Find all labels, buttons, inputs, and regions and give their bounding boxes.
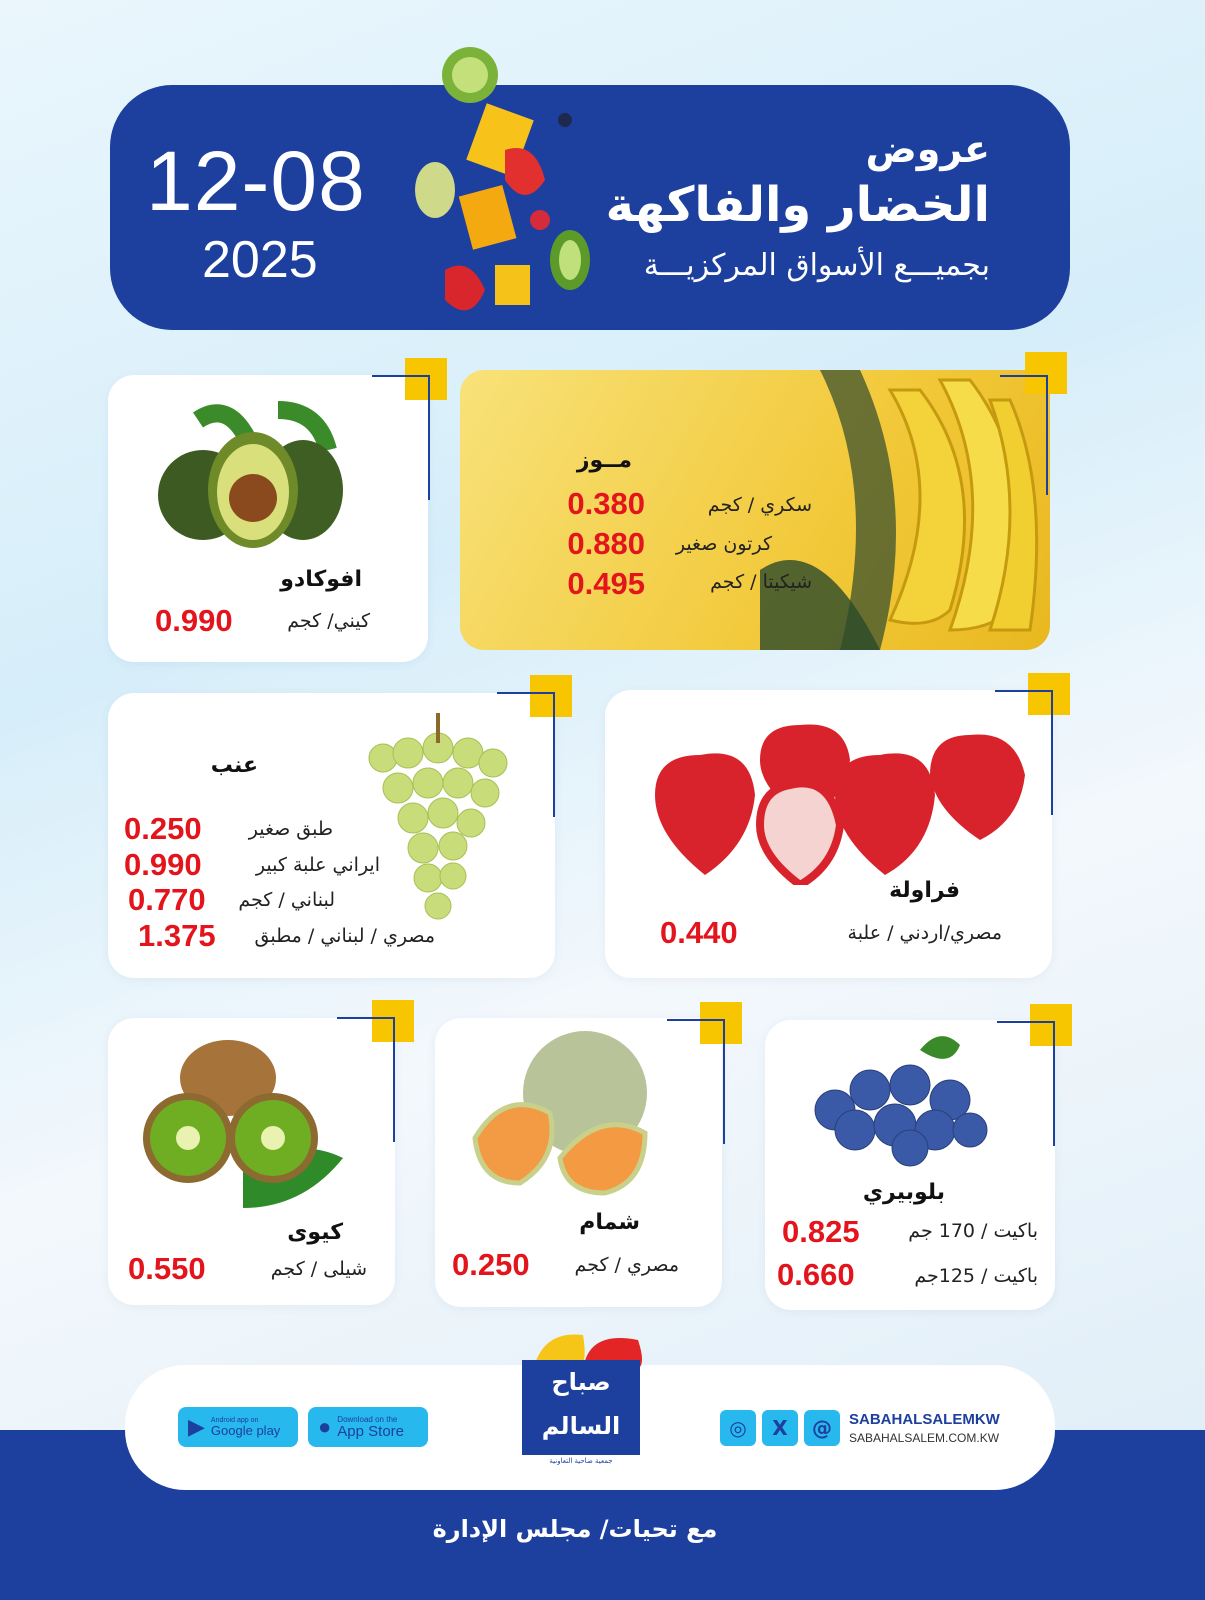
footer-greeting: مع تحيات/ مجلس الإدارة xyxy=(432,1515,718,1543)
header-date: 12-08 xyxy=(146,134,366,228)
fruit-splash-image xyxy=(415,47,590,311)
product-card-blueberry: بلوبيري باكيت / 170 جم 0.825 باكيت / 125… xyxy=(765,1020,1055,1310)
header-title-line2: الخضار والفاكهة xyxy=(605,177,990,233)
product-variant-label: مصري / لبناني / مطبق xyxy=(254,925,435,947)
corner-accent xyxy=(530,675,572,717)
threads-icon[interactable]: @ xyxy=(804,1410,840,1446)
corner-line xyxy=(997,1021,1055,1146)
avocado-image xyxy=(158,401,343,548)
product-name: افوكادو xyxy=(280,567,362,592)
banana-image xyxy=(760,370,1039,650)
website-link[interactable]: SABAHALSALEM.COM.KW xyxy=(849,1431,1000,1445)
product-variant-label: طبق صغير xyxy=(248,818,333,840)
header-banner: عروض الخضار والفاكهة بجميـــع الأسواق ال… xyxy=(110,85,1070,330)
product-name: كيوى xyxy=(287,1220,343,1245)
product-variant-label: باكيت / 125جم xyxy=(914,1265,1038,1287)
product-variant-label: شيكيتا / كجم xyxy=(710,571,812,593)
product-price: 1.375 xyxy=(138,918,216,953)
product-price: 0.660 xyxy=(777,1257,855,1292)
play-icon: ▶ xyxy=(188,1414,205,1439)
corner-accent xyxy=(405,358,447,400)
sabah-al-salem-logo: صباح السالم جمعية ضاحية التعاونية xyxy=(518,1325,658,1475)
product-card-avocado: افوكادو كيني/ كجم 0.990 xyxy=(108,375,428,662)
header-title-line1: عروض xyxy=(865,127,990,171)
corner-line xyxy=(497,692,555,817)
product-price: 0.250 xyxy=(452,1247,530,1282)
google-play-small-text: Android app on xyxy=(210,1417,259,1424)
corner-line xyxy=(1000,375,1048,495)
header-year: 2025 xyxy=(202,231,318,289)
product-price: 0.550 xyxy=(128,1251,206,1286)
product-variant-label: كيني/ كجم xyxy=(287,610,370,632)
kiwi-image xyxy=(143,1040,343,1208)
melon-image xyxy=(472,1031,648,1196)
header-subtitle: بجميـــع الأسواق المركزيـــة xyxy=(643,248,990,283)
google-play-label: Google play xyxy=(210,1423,281,1438)
social-handle[interactable]: SABAHALSALEMKW xyxy=(849,1411,1000,1428)
product-name: فراولة xyxy=(889,878,960,903)
product-variant-label: كرتون صغير xyxy=(675,533,772,555)
product-card-strawberry: فراولة مصري/اردني / علبة 0.440 xyxy=(605,690,1052,978)
product-price: 0.380 xyxy=(567,486,645,521)
corner-line xyxy=(372,375,430,500)
x-icon[interactable]: X xyxy=(762,1410,798,1446)
product-card-grapes: عنب طبق صغير 0.250 ايراني علبة كبير 0.99… xyxy=(108,693,555,978)
app-store-button[interactable]: ● Download on the App Store xyxy=(308,1407,428,1447)
product-variant-label: سكري / كجم xyxy=(707,494,812,516)
product-price: 0.880 xyxy=(567,526,645,561)
corner-accent xyxy=(1030,1004,1072,1046)
product-variant-label: لبناني / كجم xyxy=(238,889,335,911)
google-play-button[interactable]: ▶ Android app on Google play xyxy=(178,1407,298,1447)
product-price: 0.990 xyxy=(155,603,233,638)
product-price: 0.770 xyxy=(128,882,206,917)
product-card-melon: شمام مصري / كجم 0.250 xyxy=(435,1018,722,1307)
product-variant-label: مصري/اردني / علبة xyxy=(847,922,1002,944)
logo-subtext: جمعية ضاحية التعاونية xyxy=(549,1457,613,1465)
product-variant-label: باكيت / 170 جم xyxy=(908,1220,1038,1242)
blueberry-image xyxy=(814,1036,988,1167)
corner-line xyxy=(337,1017,395,1142)
product-card-kiwi: كيوى شيلى / كجم 0.550 xyxy=(108,1018,395,1305)
product-variant-label: مصري / كجم xyxy=(574,1254,679,1276)
product-name: شمام xyxy=(579,1210,640,1235)
strawberry-image xyxy=(655,724,1025,885)
corner-accent xyxy=(1028,673,1070,715)
product-variant-label: شيلى / كجم xyxy=(270,1258,367,1280)
product-name: عنب xyxy=(210,753,258,778)
product-card-banana: مــوز سكري / كجم 0.380 كرتون صغير 0.880 … xyxy=(460,370,1050,650)
product-name: مــوز xyxy=(576,448,632,473)
product-price: 0.825 xyxy=(782,1214,860,1249)
product-price: 0.990 xyxy=(124,847,202,882)
apple-icon: ● xyxy=(318,1414,332,1439)
corner-accent xyxy=(700,1002,742,1044)
product-variant-label: ايراني علبة كبير xyxy=(255,854,380,876)
app-store-label: App Store xyxy=(337,1422,405,1440)
grapes-image xyxy=(368,713,508,920)
product-price: 0.250 xyxy=(124,811,202,846)
product-price: 0.440 xyxy=(660,915,738,950)
corner-line xyxy=(995,690,1053,815)
app-store-small-text: Download on the xyxy=(337,1414,398,1424)
corner-line xyxy=(667,1019,725,1144)
product-name: بلوبيري xyxy=(862,1180,945,1205)
logo-text: صباح السالم xyxy=(522,1360,640,1455)
product-price: 0.495 xyxy=(567,566,645,601)
instagram-icon[interactable]: ◎ xyxy=(720,1410,756,1446)
